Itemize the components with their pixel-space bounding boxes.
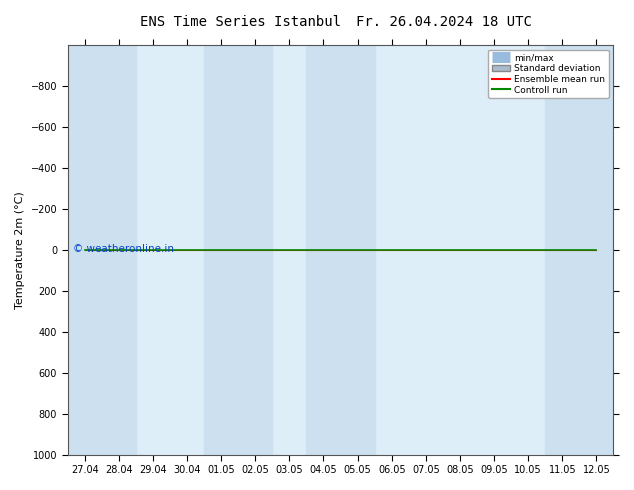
Bar: [204, 45, 238, 455]
Bar: [238, 45, 272, 455]
Text: © weatheronline.in: © weatheronline.in: [73, 244, 174, 254]
Text: ENS Time Series Istanbul: ENS Time Series Istanbul: [140, 15, 342, 29]
Bar: [306, 45, 375, 455]
Y-axis label: Temperature 2m (°C): Temperature 2m (°C): [15, 191, 25, 309]
Legend: min/max, Standard deviation, Ensemble mean run, Controll run: min/max, Standard deviation, Ensemble me…: [488, 49, 609, 98]
Text: Fr. 26.04.2024 18 UTC: Fr. 26.04.2024 18 UTC: [356, 15, 532, 29]
Bar: [545, 45, 614, 455]
Bar: [68, 45, 136, 455]
